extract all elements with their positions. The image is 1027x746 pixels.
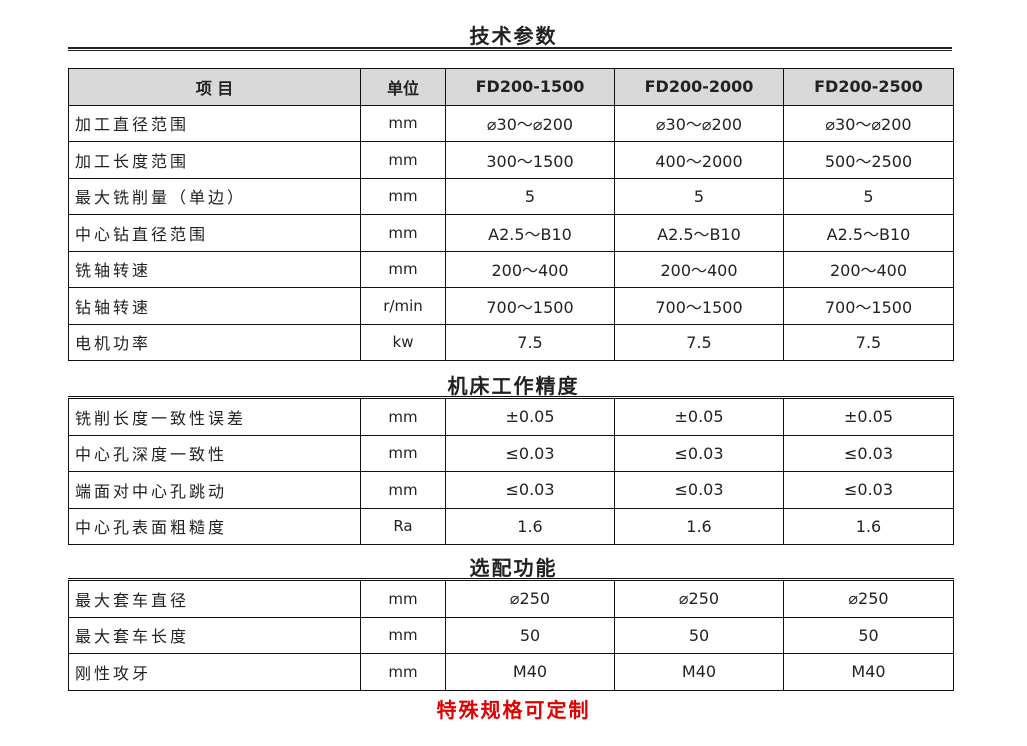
param-value: ≤0.03 [783, 434, 954, 472]
param-name: 中心钻直径范围 [68, 214, 361, 252]
param-value: 7.5 [445, 323, 615, 361]
param-value: A2.5～B10 [783, 214, 954, 252]
param-value: ≤0.03 [614, 434, 784, 472]
precision-title: 机床工作精度 [447, 374, 580, 398]
param-value: M40 [783, 653, 954, 691]
param-value: ≤0.03 [445, 434, 615, 472]
param-unit: mm [360, 141, 446, 179]
param-unit: mm [360, 177, 446, 215]
param-value: 7.5 [614, 323, 784, 361]
param-name: 中心孔表面粗糙度 [68, 507, 361, 545]
param-value: 7.5 [783, 323, 954, 361]
param-value: ≤0.03 [783, 471, 954, 509]
param-unit: r/min [360, 287, 446, 325]
param-value: 1.6 [783, 507, 954, 545]
param-name: 加工直径范围 [68, 104, 361, 142]
table-row: 加工长度范围 mm 300～1500 400～2000 500～2500 [68, 141, 954, 179]
param-name: 加工长度范围 [68, 141, 361, 179]
param-unit: mm [360, 434, 446, 472]
table-row: 刚性攻牙 mm M40 M40 M40 [68, 653, 954, 691]
column-header: FD200-2500 [783, 68, 954, 106]
param-value: A2.5～B10 [614, 214, 784, 252]
param-value: 5 [614, 177, 784, 215]
param-value: 200～400 [783, 250, 954, 288]
param-name: 电机功率 [68, 323, 361, 361]
param-name: 中心孔深度一致性 [68, 434, 361, 472]
table-row: 中心孔表面粗糙度 Ra 1.6 1.6 1.6 [68, 507, 954, 545]
table-row: 端面对中心孔跳动 mm ≤0.03 ≤0.03 ≤0.03 [68, 471, 954, 509]
param-value: ±0.05 [445, 397, 615, 436]
table-row: 最大铣削量（单边） mm 5 5 5 [68, 177, 954, 215]
param-value: 1.6 [614, 507, 784, 545]
table-row: 中心孔深度一致性 mm ≤0.03 ≤0.03 ≤0.03 [68, 434, 954, 472]
param-value: M40 [614, 653, 784, 691]
param-value: 500～2500 [783, 141, 954, 179]
table-row: 电机功率 kw 7.5 7.5 7.5 [68, 323, 954, 361]
param-unit: Ra [360, 507, 446, 545]
options-title: 选配功能 [469, 556, 558, 580]
param-name: 铣削长度一致性误差 [68, 397, 361, 436]
param-value: 5 [445, 177, 615, 215]
table-row: 铣轴转速 mm 200～400 200～400 200～400 [68, 250, 954, 288]
param-name: 最大铣削量（单边） [68, 177, 361, 215]
param-value: ⌀250 [783, 579, 954, 618]
param-name: 钻轴转速 [68, 287, 361, 325]
param-value: 400～2000 [614, 141, 784, 179]
param-value: ±0.05 [783, 397, 954, 436]
table-row: 最大套车直径 mm ⌀250 ⌀250 ⌀250 [68, 579, 954, 618]
param-name: 端面对中心孔跳动 [68, 471, 361, 509]
param-value: ⌀30～⌀200 [783, 104, 954, 142]
param-value: ≤0.03 [614, 471, 784, 509]
table-row: 最大套车长度 mm 50 50 50 [68, 616, 954, 654]
param-value: 50 [614, 616, 784, 654]
column-header: 项 目 [68, 68, 361, 106]
table-row: 中心钻直径范围 mm A2.5～B10 A2.5～B10 A2.5～B10 [68, 214, 954, 252]
param-value: 200～400 [614, 250, 784, 288]
page-title: 技术参数 [469, 24, 558, 48]
param-value: 200～400 [445, 250, 615, 288]
spec-table: 项 目单位 FD200-1500 FD200-2000 FD200-2500 加工直径… [68, 68, 954, 361]
param-unit: mm [360, 250, 446, 288]
param-value: ≤0.03 [445, 471, 615, 509]
param-unit: kw [360, 323, 446, 361]
param-unit: mm [360, 214, 446, 252]
param-value: 700～1500 [783, 287, 954, 325]
param-unit: mm [360, 653, 446, 691]
param-value: ⌀250 [445, 579, 615, 618]
param-value: ⌀30～⌀200 [445, 104, 615, 142]
table-row: 钻轴转速 r/min 700～1500 700～1500 700～1500 [68, 287, 954, 325]
param-value: A2.5～B10 [445, 214, 615, 252]
param-value: ⌀30～⌀200 [614, 104, 784, 142]
column-header: FD200-1500 [445, 68, 615, 106]
custom-spec-note: 特殊规格可定制 [436, 698, 591, 722]
param-value: 700～1500 [445, 287, 615, 325]
column-header: FD200-2000 [614, 68, 784, 106]
column-header: 单位 [360, 68, 446, 106]
param-value: 300～1500 [445, 141, 615, 179]
param-value: 50 [783, 616, 954, 654]
param-unit: mm [360, 471, 446, 509]
param-value: 700～1500 [614, 287, 784, 325]
param-name: 最大套车直径 [68, 579, 361, 618]
param-name: 最大套车长度 [68, 616, 361, 654]
param-name: 铣轴转速 [68, 250, 361, 288]
precision-table: 铣削长度一致性误差 mm ±0.05 ±0.05 ±0.05 中心孔深度一致性 mm ≤0.0… [68, 396, 954, 545]
param-value: 5 [783, 177, 954, 215]
param-unit: mm [360, 616, 446, 654]
param-value: 1.6 [445, 507, 615, 545]
table-row: 加工直径范围 mm ⌀30～⌀200 ⌀30～⌀200 ⌀30～⌀200 [68, 104, 954, 142]
options-table: 最大套车直径 mm ⌀250 ⌀250 ⌀250 最大套车长度 mm 50 50 50 刚性攻牙 mm… [68, 578, 954, 691]
param-value: 50 [445, 616, 615, 654]
param-value: ±0.05 [614, 397, 784, 436]
param-value: M40 [445, 653, 615, 691]
param-name: 刚性攻牙 [68, 653, 361, 691]
param-unit: mm [360, 397, 446, 436]
param-value: ⌀250 [614, 579, 784, 618]
title-divider [68, 47, 952, 51]
param-unit: mm [360, 104, 446, 142]
param-unit: mm [360, 579, 446, 618]
table-row: 铣削长度一致性误差 mm ±0.05 ±0.05 ±0.05 [68, 397, 954, 436]
